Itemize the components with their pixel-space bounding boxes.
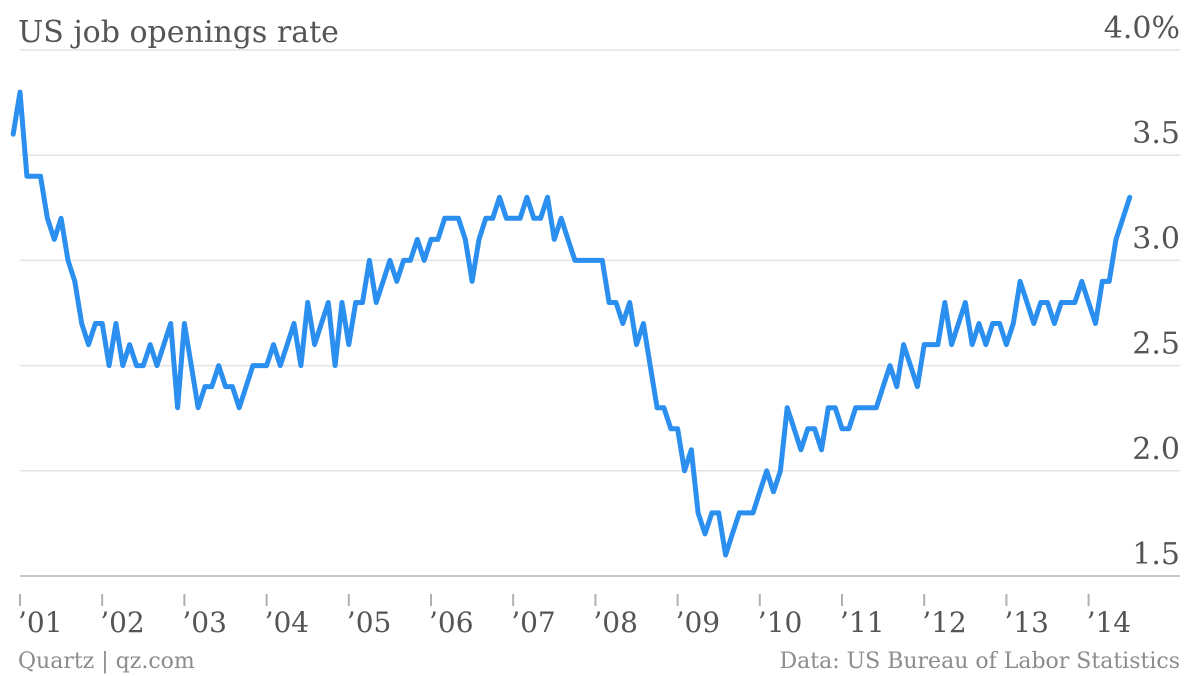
- x-axis-tick-labels: ’01 ’02 ’03 ’04 ’05 ’06 ’07 ’08 ’09 ’10 ’11 ’12 ’13 ’…: [18, 606, 1131, 639]
- x-tick-label: ’04: [265, 606, 310, 639]
- x-tick-label: ’03: [182, 606, 227, 639]
- series-line-job-openings-rate: [10, 89, 1133, 558]
- y-tick-label: 2.5: [1132, 327, 1180, 362]
- x-tick-label: ’12: [922, 606, 967, 639]
- x-tick-label: ’08: [593, 606, 638, 639]
- y-tick-label: 4.0%: [1104, 11, 1180, 46]
- y-tick-label: 2.0: [1132, 432, 1180, 467]
- y-axis-tick-labels: 4.0% 3.5 3.0 2.5 2.0 1.5: [1104, 11, 1180, 572]
- gridlines: [20, 49, 1180, 577]
- x-tick-label: ’07: [511, 606, 556, 639]
- x-tick-label: ’10: [758, 606, 803, 639]
- x-tick-label: ’02: [100, 606, 145, 639]
- x-axis-ticks: [19, 594, 1090, 606]
- x-tick-label: ’11: [840, 606, 885, 639]
- chart-title: US job openings rate: [18, 15, 339, 50]
- x-tick-label: ’09: [676, 606, 721, 639]
- x-tick-label: ’13: [1004, 606, 1049, 639]
- x-tick-label: ’06: [429, 606, 474, 639]
- y-tick-label: 1.5: [1132, 537, 1180, 572]
- footer-credit: Quartz | qz.com: [18, 649, 195, 674]
- y-tick-label: 3.0: [1132, 221, 1180, 256]
- footer-source: Data: US Bureau of Labor Statistics: [779, 649, 1180, 674]
- x-tick-label: ’14: [1087, 606, 1132, 639]
- x-tick-label: ’01: [18, 606, 63, 639]
- y-tick-label: 3.5: [1132, 116, 1180, 151]
- x-tick-label: ’05: [347, 606, 392, 639]
